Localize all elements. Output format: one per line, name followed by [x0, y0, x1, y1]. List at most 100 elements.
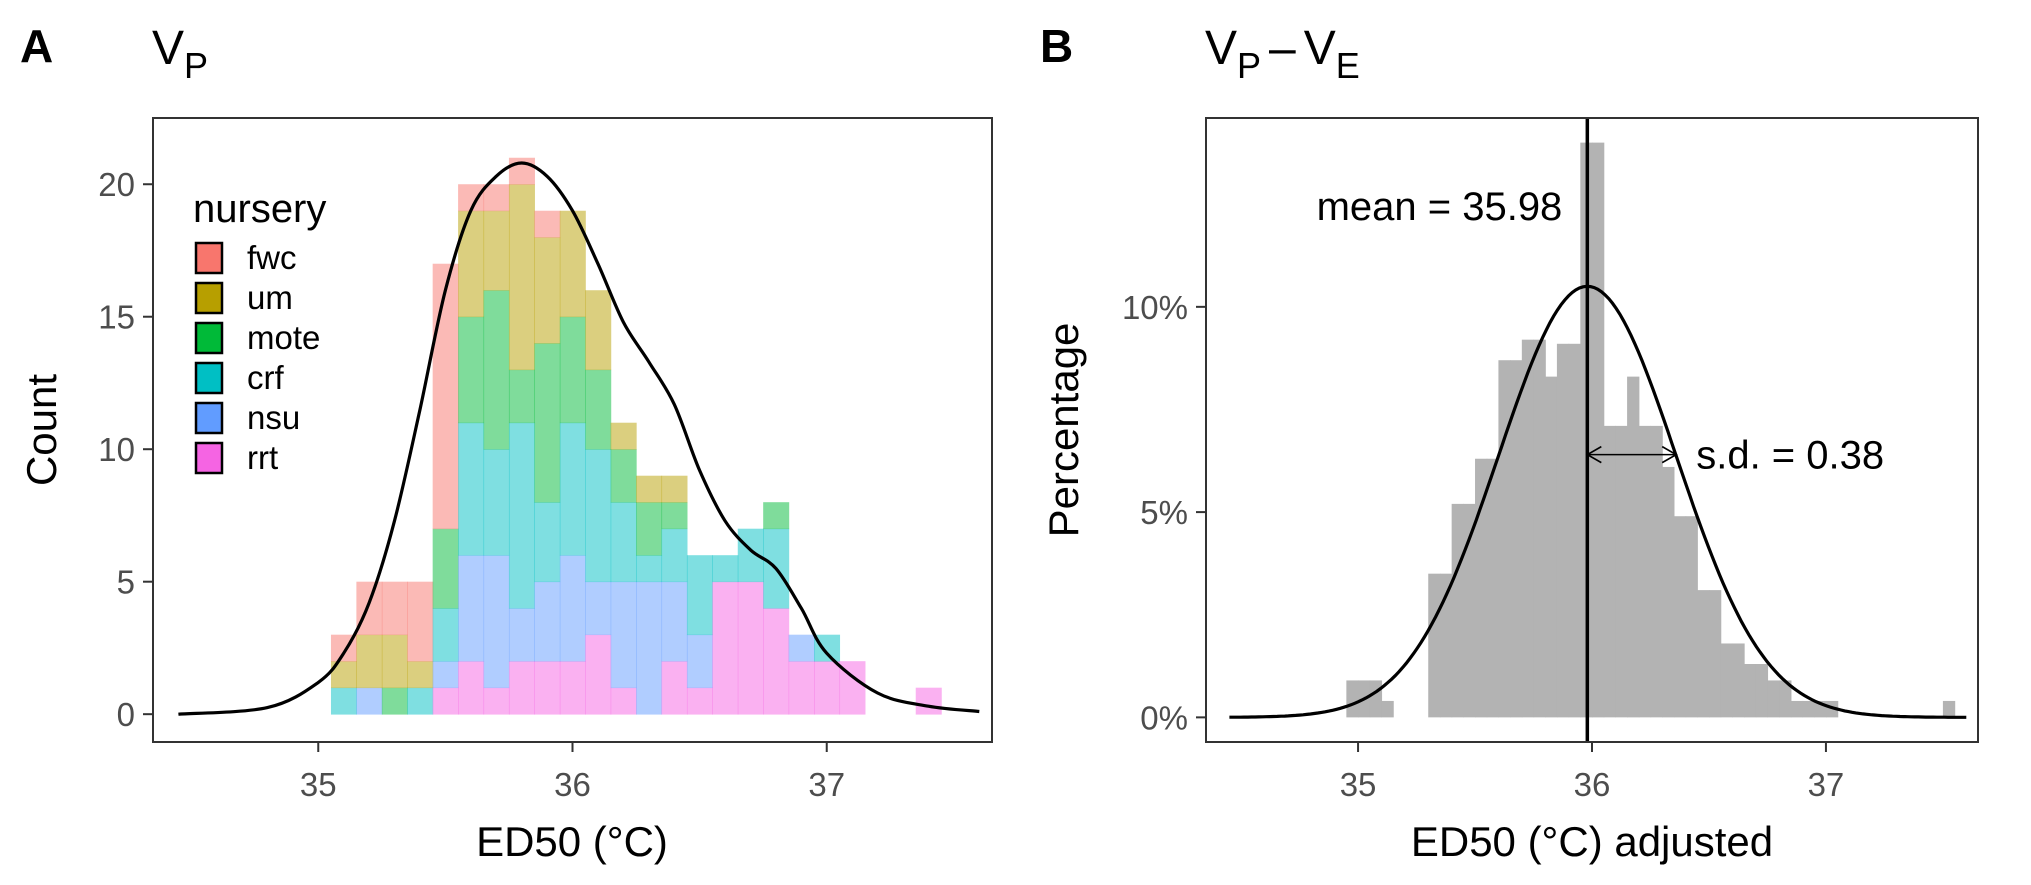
histogram-bar [1545, 376, 1558, 718]
bar-crf [508, 422, 535, 609]
bar-rrt [915, 687, 942, 715]
histogram-bar [1744, 664, 1757, 718]
bar-fwc [483, 184, 510, 212]
histogram-bar [1732, 643, 1745, 718]
sd-arrow-head-left [1585, 445, 1602, 464]
bar-crf [661, 528, 688, 583]
histogram-bar [1428, 573, 1441, 718]
legend-label-rrt: rrt [247, 439, 278, 476]
bar-um [636, 475, 663, 503]
histogram-bar [1592, 142, 1605, 718]
bar-mote [585, 369, 612, 450]
panel-b-title: VP – VE [1205, 22, 1360, 86]
panel-a-bars [330, 157, 942, 715]
bar-mote [381, 687, 408, 715]
bar-crf [686, 555, 713, 636]
histogram-bar [1650, 425, 1663, 718]
bar-rrt [508, 661, 535, 715]
panel-b: B VP – VE mean = 35.98 s.d. = 0.38 0%5%10%… [1040, 20, 1979, 865]
bar-rrt [712, 581, 739, 715]
legend-key-fwc [194, 241, 224, 275]
y-tick-label: 10 [98, 431, 135, 468]
x-tick-label: 37 [1808, 766, 1845, 803]
legend-key-nsu [194, 401, 224, 435]
histogram-bar [1638, 425, 1652, 718]
legend-title: nursery [193, 187, 326, 231]
histogram-bar [1381, 700, 1394, 718]
bar-nsu [661, 581, 688, 662]
legend-key-rrt [194, 441, 224, 475]
histogram-bar [1767, 680, 1780, 718]
bar-um [534, 237, 561, 344]
bar-fwc [432, 263, 459, 530]
bar-um [407, 661, 434, 689]
histogram-bar [1802, 700, 1815, 718]
bar-mote [432, 528, 459, 609]
histogram-bar [1779, 680, 1792, 718]
histogram-bar [1486, 458, 1500, 718]
bar-crf [712, 555, 739, 583]
bar-mote [534, 343, 561, 503]
bar-um [585, 290, 612, 371]
bar-nsu [534, 581, 561, 662]
bar-nsu [559, 555, 586, 662]
panel-a-x-axis: 35 36 37 [300, 742, 845, 803]
bar-um [610, 422, 637, 450]
panel-b-letter: B [1040, 20, 1073, 72]
bar-crf [483, 449, 510, 556]
bar-rrt [610, 687, 637, 715]
bar-mote [458, 316, 485, 424]
bar-um [483, 210, 510, 291]
bar-rrt [661, 661, 688, 715]
panel-a-title: VP [152, 22, 208, 86]
legend-label-um: um [247, 279, 293, 316]
bar-nsu [610, 581, 637, 689]
bar-nsu [432, 661, 459, 689]
histogram-bar [1697, 590, 1710, 718]
bar-crf [636, 555, 663, 583]
bar-rrt [559, 661, 586, 715]
bar-crf [585, 449, 612, 583]
panel-b-title-main1: V [1205, 22, 1237, 75]
bar-crf [458, 422, 485, 556]
histogram-bar [1346, 680, 1359, 718]
histogram-bar [1720, 643, 1733, 718]
y-tick-label: 0 [117, 696, 135, 733]
histogram-bar [1615, 425, 1628, 718]
bar-crf [534, 502, 561, 583]
bar-mote [636, 502, 663, 556]
bar-mote [661, 502, 688, 530]
legend-key-um [194, 281, 224, 315]
bar-mote [559, 316, 586, 424]
bar-crf [610, 502, 637, 583]
bar-um [508, 184, 535, 371]
bar-nsu [585, 581, 612, 636]
bar-rrt [458, 661, 485, 715]
sd-label: s.d. = 0.38 [1696, 434, 1884, 478]
legend-label-mote: mote [247, 319, 320, 356]
sd-arrow [1585, 445, 1678, 464]
legend-label-nsu: nsu [247, 399, 300, 436]
legend-key-mote [194, 321, 224, 355]
bar-crf [559, 422, 586, 556]
y-tick-label: 5 [117, 564, 135, 601]
panel-b-bars [1346, 142, 1956, 718]
bar-mote [483, 290, 510, 450]
bar-rrt [534, 661, 561, 715]
bar-crf [330, 687, 357, 715]
bar-crf [432, 608, 459, 662]
bar-crf [407, 687, 434, 715]
panel-a-y-label: Count [18, 374, 65, 486]
legend-label-fwc: fwc [247, 239, 297, 276]
histogram-bar [1603, 425, 1616, 718]
panel-b-normal-curve [1229, 284, 1967, 719]
bar-rrt [763, 608, 790, 715]
panel-b-title-sub1: P [1237, 45, 1261, 86]
panel-a-title-main: V [152, 22, 184, 75]
bar-mote [763, 502, 790, 530]
sd-arrow-head-right [1661, 445, 1678, 464]
histogram-bar [1708, 590, 1722, 718]
bar-fwc [356, 581, 383, 636]
y-tick-label: 0% [1140, 699, 1188, 736]
